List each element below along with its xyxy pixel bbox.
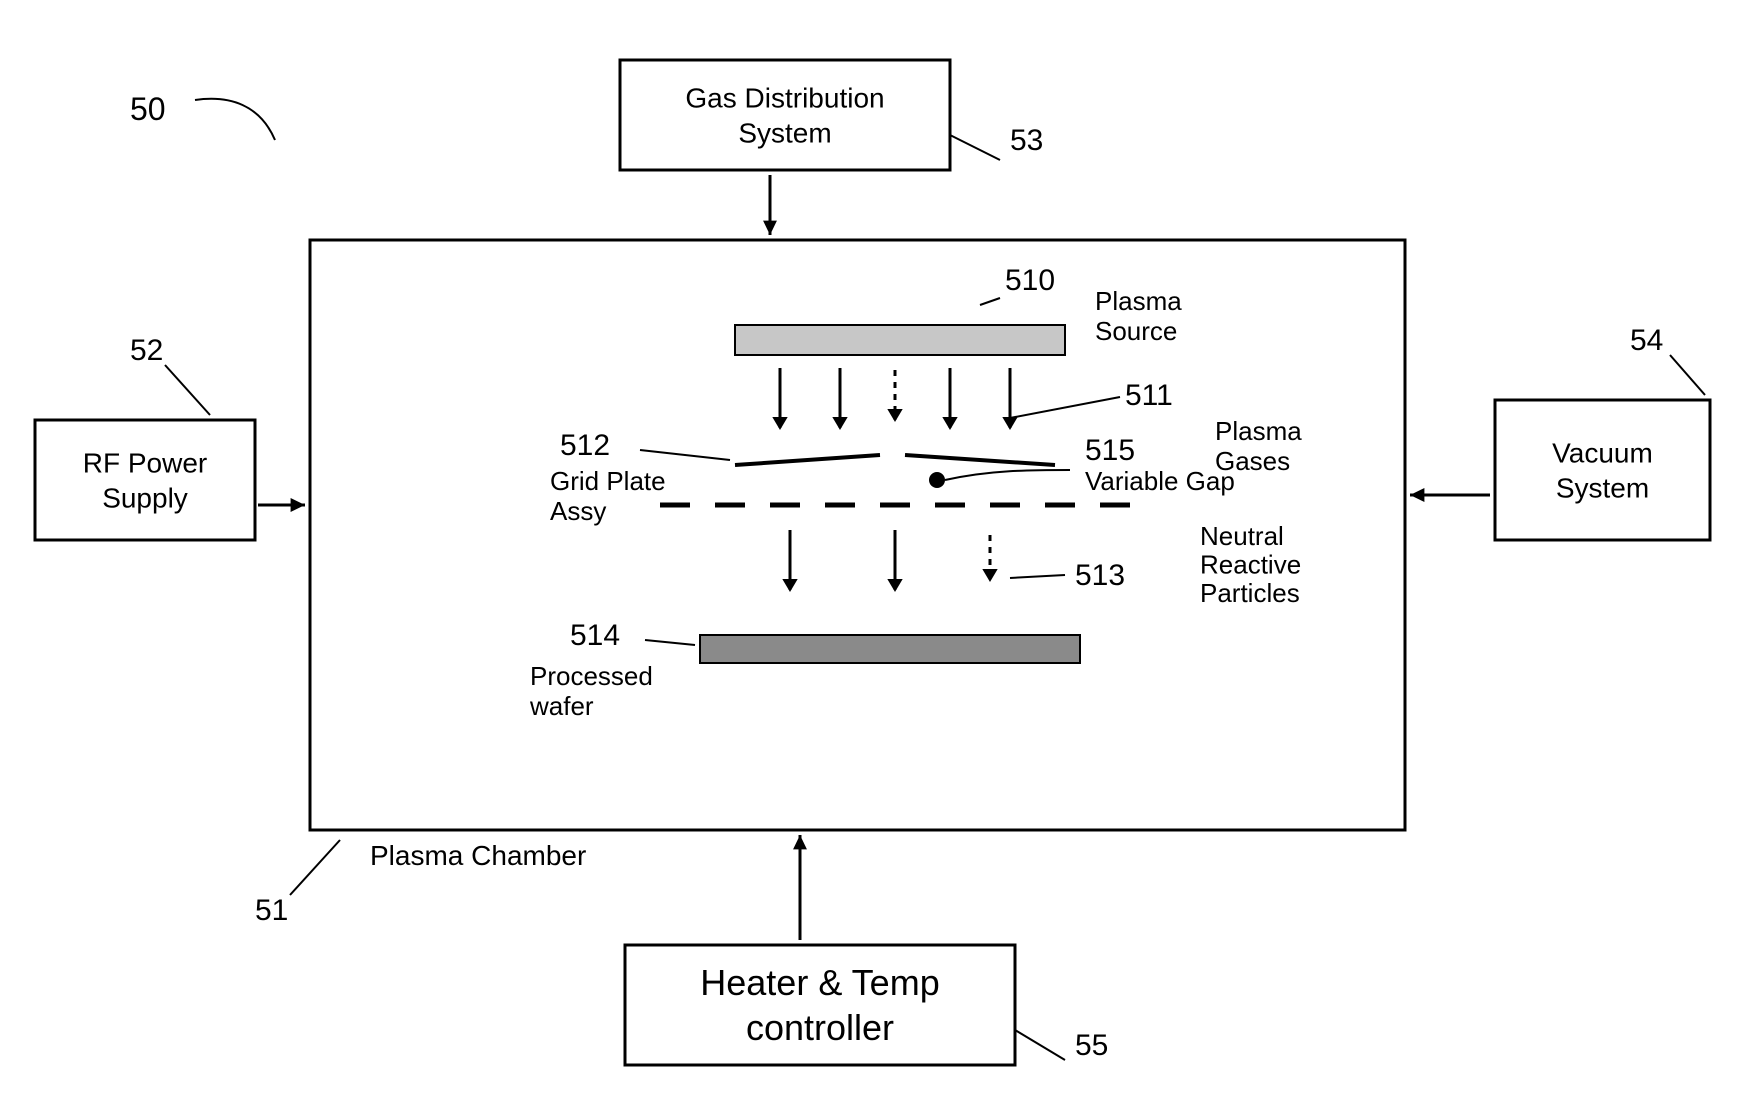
plasma-gases-ref-leader <box>1010 397 1120 418</box>
gas-ref: 53 <box>1010 124 1043 157</box>
variable-gap-leader <box>945 470 1070 480</box>
figure-ref: 50 <box>130 91 166 127</box>
plasma-source-ref: 510 <box>1005 264 1055 297</box>
rf-box <box>35 420 255 540</box>
vac-label: System <box>1556 472 1649 503</box>
vac-arrow-head <box>1410 488 1424 502</box>
neutral-label: Neutral <box>1200 521 1284 551</box>
vac-label: Vacuum <box>1552 437 1653 468</box>
wafer-ref: 514 <box>570 619 620 652</box>
plasma-gas-arrow-2-head <box>887 409 902 422</box>
neutral-label: Particles <box>1200 578 1300 608</box>
neutral-ref: 513 <box>1075 559 1125 592</box>
gas-label: Gas Distribution <box>685 82 884 113</box>
neutral-label: Reactive <box>1200 550 1301 580</box>
heater-arrow-head <box>793 835 807 849</box>
plasma-gases-label: Plasma <box>1215 416 1302 446</box>
vac-ref-leader <box>1670 355 1705 395</box>
plasma-chamber-ref: 51 <box>255 894 288 927</box>
gas-box <box>620 60 950 170</box>
neutral-arrow-1-head <box>887 579 902 592</box>
heater-ref: 55 <box>1075 1029 1108 1062</box>
variable-gap-ref: 515 <box>1085 434 1135 467</box>
grid-top-left <box>735 455 880 465</box>
vac-box <box>1495 400 1710 540</box>
plasma-gas-arrow-3-head <box>942 417 957 430</box>
rf-arrow-head <box>291 498 305 512</box>
processed-wafer <box>700 635 1080 663</box>
grid-plate-label: Assy <box>550 496 606 526</box>
variable-gap-label: Variable Gap <box>1085 466 1235 496</box>
plasma-source-label: Plasma <box>1095 286 1182 316</box>
plasma-gas-arrow-1-head <box>832 417 847 430</box>
wafer-ref-leader <box>645 640 695 645</box>
plasma-source-label: Source <box>1095 316 1177 346</box>
plasma-chamber-ref-leader <box>290 840 340 895</box>
plasma-source-ref-leader <box>980 298 1000 305</box>
vac-ref: 54 <box>1630 324 1663 357</box>
figure-ref-swoosh <box>195 99 275 140</box>
gas-label: System <box>738 117 831 148</box>
grid-plate-ref: 512 <box>560 429 610 462</box>
rf-ref: 52 <box>130 334 163 367</box>
neutral-arrow-2-head <box>982 569 997 582</box>
heater-ref-leader <box>1015 1030 1065 1060</box>
neutral-ref-leader <box>1010 575 1065 578</box>
variable-gap-dot <box>929 472 945 488</box>
rf-label: RF Power <box>83 447 207 478</box>
gas-ref-leader <box>950 135 1000 160</box>
gas-arrow-head <box>763 221 777 235</box>
plasma-source-bar <box>735 325 1065 355</box>
grid-top-right <box>905 455 1055 465</box>
plasma-gas-arrow-4-head <box>1002 417 1017 430</box>
wafer-label: wafer <box>529 691 594 721</box>
neutral-arrow-0-head <box>782 579 797 592</box>
rf-label: Supply <box>102 482 188 513</box>
grid-plate-label: Grid Plate <box>550 466 666 496</box>
plasma-gases-ref: 511 <box>1125 379 1173 412</box>
plasma-gas-arrow-0-head <box>772 417 787 430</box>
plasma-chamber-label: Plasma Chamber <box>370 840 586 871</box>
heater-label: controller <box>746 1007 894 1048</box>
rf-ref-leader <box>165 365 210 415</box>
grid-plate-ref-leader <box>640 450 730 460</box>
wafer-label: Processed <box>530 661 653 691</box>
heater-label: Heater & Temp <box>700 962 939 1003</box>
